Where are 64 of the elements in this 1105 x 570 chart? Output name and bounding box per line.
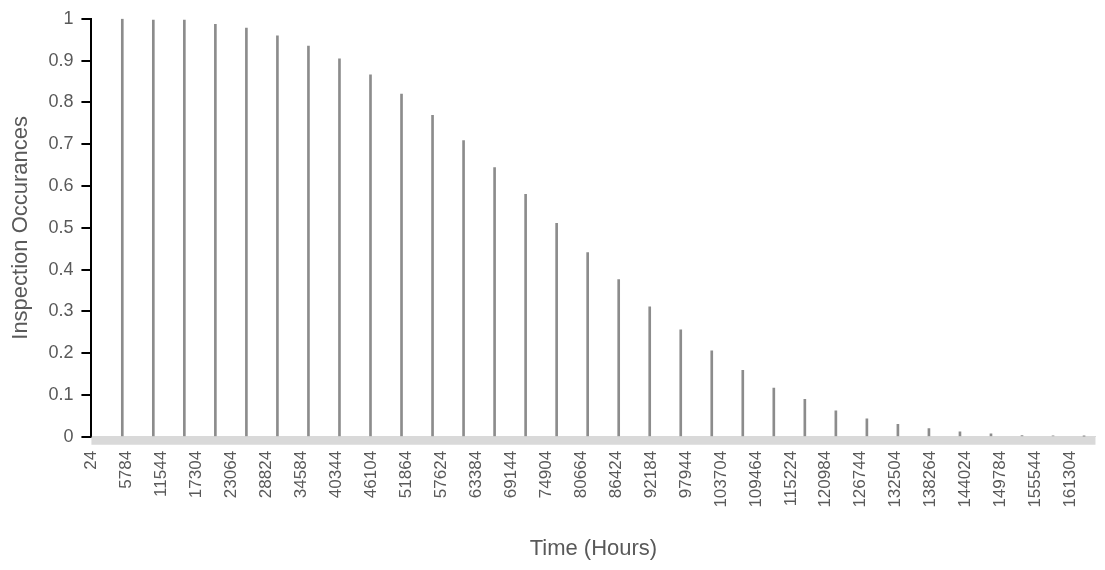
y-tick-label: 0.8 [48,91,74,112]
bar [493,167,496,437]
bar [741,370,745,437]
x-tick-label: 74904 [535,450,555,499]
y-tick-label: 0.4 [48,258,74,279]
x-tick-label: 115224 [780,450,800,507]
x-tick-label: 69144 [500,450,520,499]
bar [276,35,279,437]
x-tick-label: 138264 [920,450,940,508]
x-tick-label: 46104 [360,450,380,499]
y-tick-label: 0.9 [48,49,74,70]
x-tick-label: 51864 [395,450,415,499]
x-tick-label: 161304 [1060,450,1080,508]
bar [214,23,217,437]
x-tick-label: 120984 [815,450,835,508]
bar [772,387,776,437]
bar [431,115,434,437]
bar [462,140,465,437]
y-tick-label: 0.7 [48,133,74,154]
x-tick-label: 126744 [850,450,870,508]
bar [400,93,403,437]
bar [586,252,589,437]
bar [245,27,248,437]
y-tick-label: 0.5 [48,216,74,237]
x-tick-label: 17304 [186,450,206,499]
bar [555,222,558,437]
y-tick-label: 0.2 [48,342,74,363]
y-tick-label: 0.3 [48,300,74,321]
x-tick-label: 40344 [325,450,345,499]
bar [710,350,714,437]
y-tick-label: 0.1 [48,384,74,405]
x-tick-label: 109464 [745,450,765,508]
x-tick-label: 11544 [151,450,171,497]
x-tick-label: 92184 [640,450,660,499]
x-tick-label: 24 [81,450,101,470]
x-tick-label: 28824 [255,450,275,499]
y-axis-title: Inspection Occurances [7,115,33,340]
x-tick-label: 34584 [290,450,310,499]
bar [183,19,186,437]
y-tick-label: 1 [63,7,74,28]
bar [648,306,652,437]
x-tick-label: 132504 [885,450,905,508]
x-tick-label: 97944 [675,450,695,499]
bar [524,194,527,437]
x-tick-label: 80664 [570,450,590,499]
bar [152,19,155,437]
y-tick-label: 0 [63,425,74,446]
bar [307,45,310,437]
x-tick-label: 23064 [220,450,240,499]
y-tick-label: 0.6 [48,175,74,195]
bar [369,74,372,437]
x-tick-label: 155544 [1025,450,1045,508]
bar [679,329,683,437]
bar [617,279,621,437]
x-tick-label: 57624 [430,450,450,499]
x-tick-label: 5784 [116,450,136,489]
x-tick-label: 86424 [605,450,625,499]
x-tick-label: 63384 [465,450,485,499]
x-tick-label: 103704 [710,450,730,508]
x-tick-label: 144024 [955,450,975,508]
x-tick-label: 149784 [990,450,1010,508]
bar [338,58,341,437]
bar [120,18,124,437]
x-axis-title: Time (Hours) [529,534,658,560]
